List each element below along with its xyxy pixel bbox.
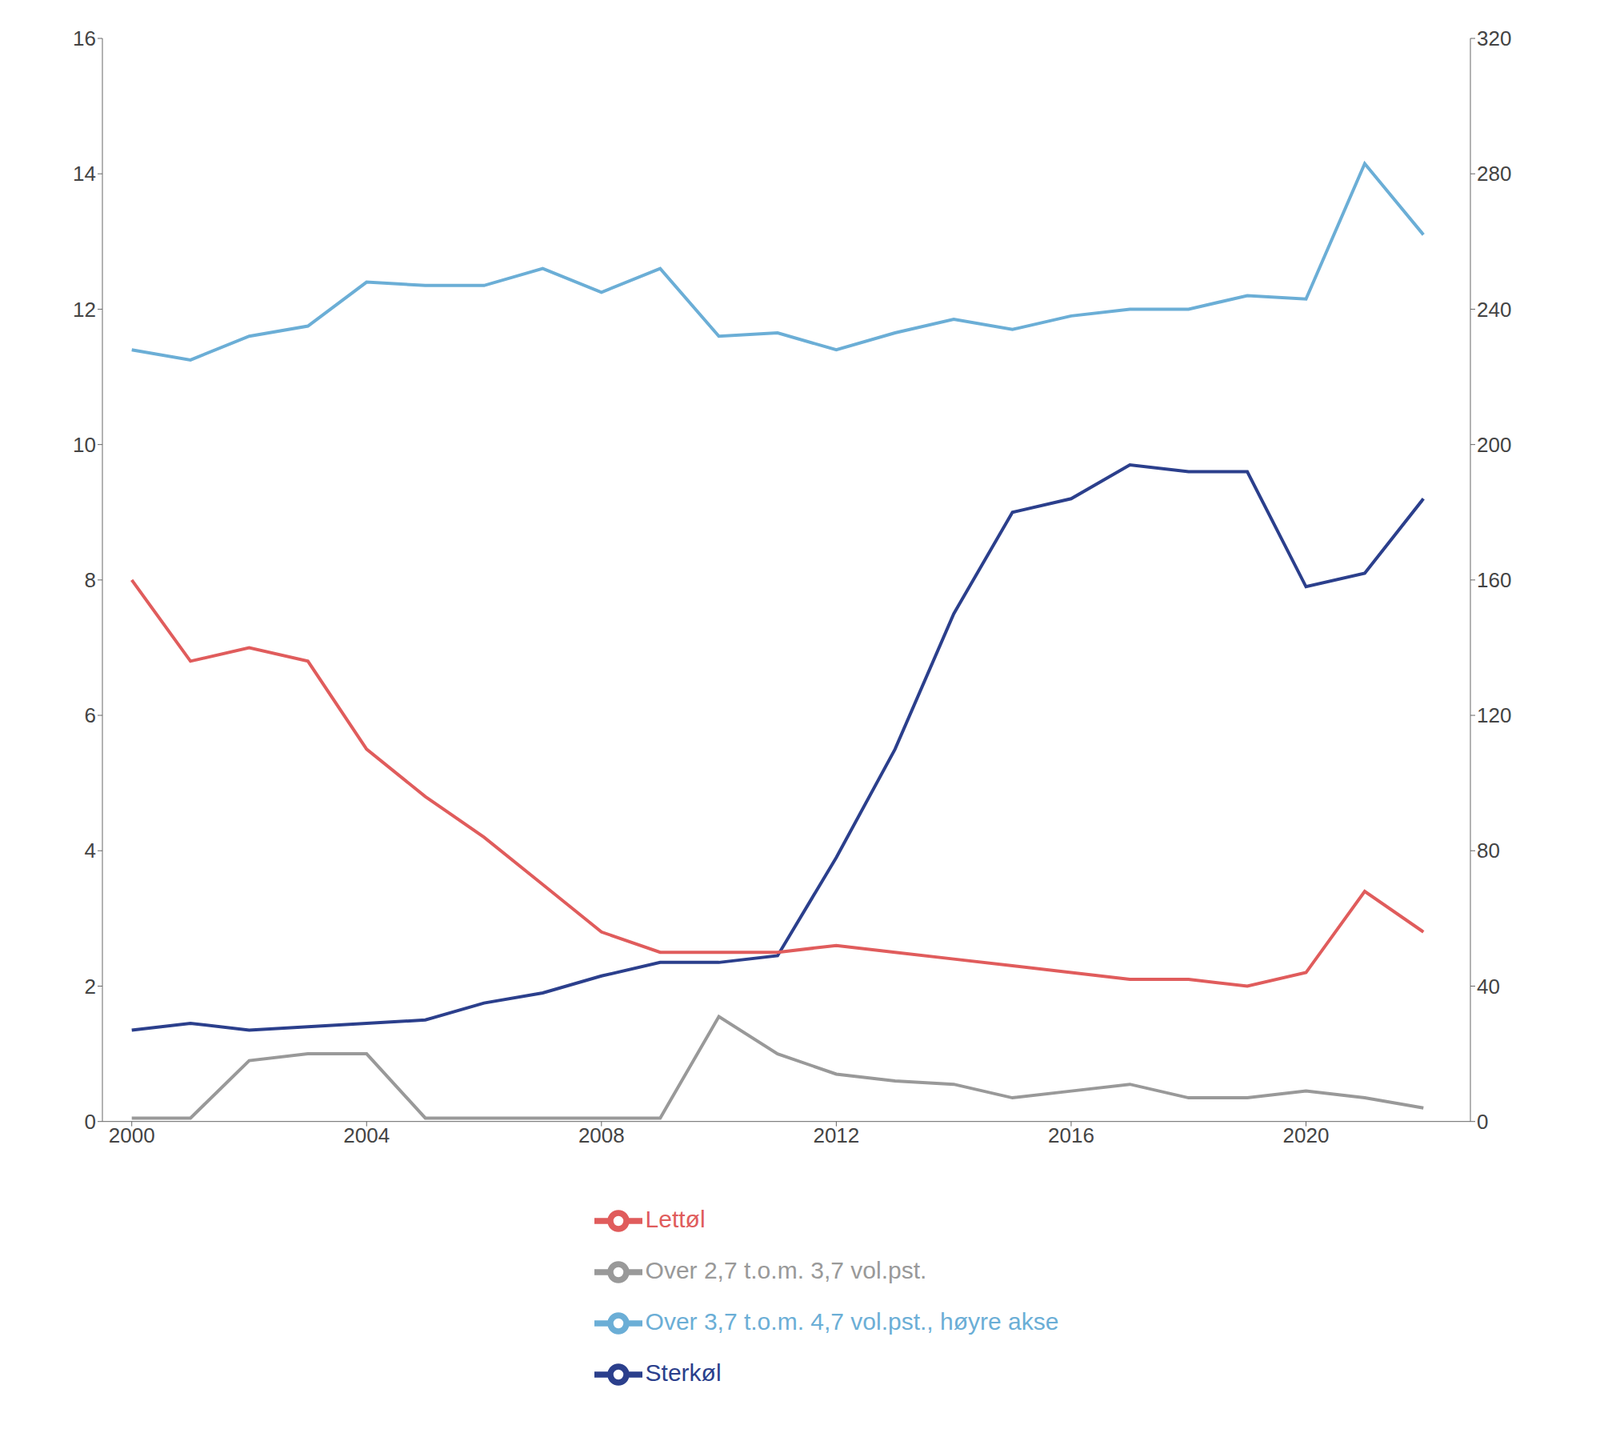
svg-text:2004: 2004	[343, 1123, 390, 1148]
svg-text:40: 40	[1476, 974, 1500, 999]
svg-text:12: 12	[72, 297, 96, 322]
svg-text:2016: 2016	[1048, 1123, 1095, 1148]
html-text:Over 3,7 t.o.m. 4,7 vol.pst.,: Over 3,7 t.o.m. 4,7 vol.pst., høyre akse	[645, 1307, 1059, 1335]
svg-text:0: 0	[84, 1109, 96, 1134]
svg-text:14: 14	[72, 161, 96, 186]
svg-text:80: 80	[1476, 838, 1500, 863]
svg-text:2012: 2012	[812, 1123, 860, 1148]
svg-text:200: 200	[1476, 432, 1512, 457]
html-text:Sterkøl: Sterkøl	[645, 1359, 722, 1386]
html-text:Over 2,7 t.o.m. 3,7 vol.pst.: Over 2,7 t.o.m. 3,7 vol.pst.	[645, 1256, 927, 1284]
svg-text:2: 2	[84, 974, 96, 999]
svg-text:6: 6	[84, 703, 96, 728]
svg-text:4: 4	[84, 838, 96, 863]
svg-text:120: 120	[1476, 703, 1512, 728]
svg-text:320: 320	[1476, 26, 1512, 51]
svg-text:8: 8	[84, 568, 96, 592]
html-text:Lettøl: Lettøl	[645, 1205, 706, 1232]
svg-text:10: 10	[72, 432, 96, 457]
svg-text:2020: 2020	[1283, 1123, 1330, 1148]
svg-text:240: 240	[1476, 297, 1512, 322]
svg-text:2008: 2008	[578, 1123, 625, 1148]
svg-text:2000: 2000	[108, 1123, 156, 1148]
svg-text:16: 16	[72, 26, 96, 51]
svg-text:160: 160	[1476, 568, 1512, 592]
svg-text:280: 280	[1476, 161, 1512, 186]
svg-text:0: 0	[1476, 1109, 1488, 1134]
